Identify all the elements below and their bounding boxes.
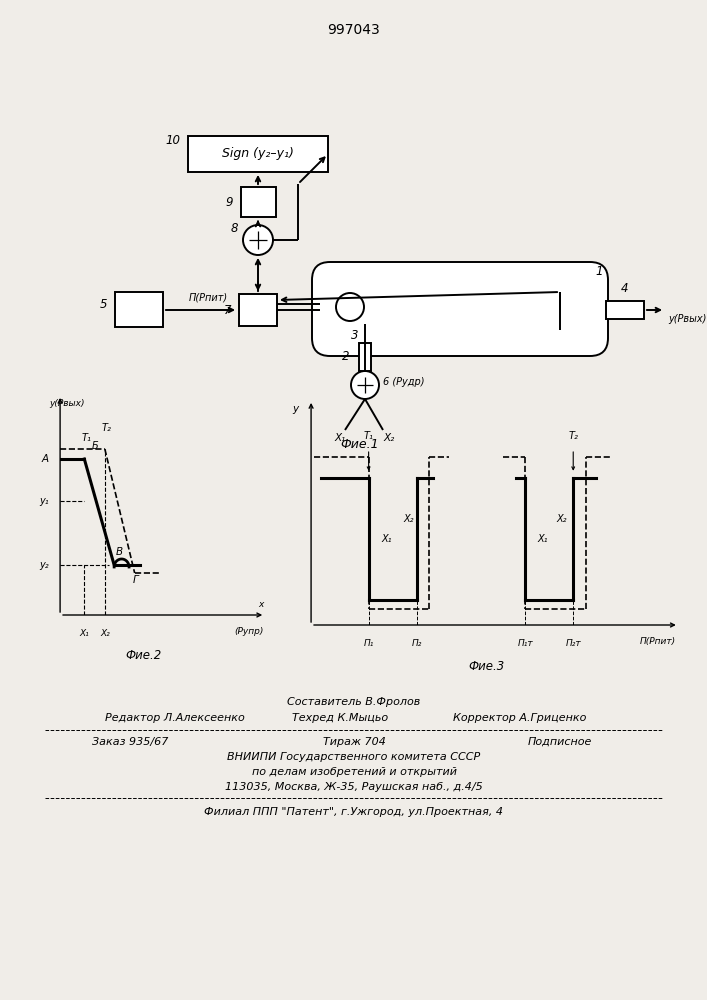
Bar [241,187,276,217]
Text: X₂: X₂ [100,629,110,638]
Text: Техред К.Мыцьо: Техред К.Мыцьо [292,713,388,723]
Text: T₂: T₂ [568,431,578,441]
FancyBboxPatch shape [312,262,608,356]
Text: 6 (Рудр): 6 (Рудр) [383,377,424,387]
Text: 1: 1 [595,265,602,278]
Text: Редактор Л.Алексеенко: Редактор Л.Алексеенко [105,713,245,723]
Text: y(Рвых): y(Рвых) [49,399,84,408]
Bar [606,301,644,319]
Text: T₁: T₁ [81,433,91,443]
Bar [188,136,328,172]
Text: A: A [42,454,49,464]
Bar [239,294,277,326]
Text: П₂ᴛ: П₂ᴛ [566,639,581,648]
Text: 113035, Москва, Ж-35, Раушская наб., д.4/5: 113035, Москва, Ж-35, Раушская наб., д.4… [225,782,483,792]
Text: 3: 3 [351,329,358,342]
Text: по делам изобретений и открытий: по делам изобретений и открытий [252,767,457,777]
Text: X₂: X₂ [383,433,395,443]
Text: Фие.3: Фие.3 [469,660,505,673]
Text: y₁: y₁ [40,496,49,506]
Text: П₂: П₂ [411,639,422,648]
Text: Фие.2: Фие.2 [126,649,162,662]
Circle shape [243,225,273,255]
Text: Тираж 704: Тираж 704 [322,737,385,747]
Text: 10: 10 [165,133,180,146]
Text: П(Рпит): П(Рпит) [639,637,675,646]
Text: Фие.1: Фие.1 [341,438,380,452]
Bar [359,343,371,371]
Text: 4: 4 [621,282,629,295]
Text: X₁: X₁ [79,629,89,638]
Text: П₁ᴛ: П₁ᴛ [518,639,533,648]
Text: T₂: T₂ [102,423,112,433]
Text: П₁: П₁ [363,639,374,648]
Text: Филиал ППП "Патент", г.Ужгород, ул.Проектная, 4: Филиал ППП "Патент", г.Ужгород, ул.Проек… [204,807,503,817]
Text: 2: 2 [341,351,349,363]
Text: Заказ 935/67: Заказ 935/67 [92,737,168,747]
Text: X₂: X₂ [403,514,414,524]
Text: y: y [292,404,298,414]
Text: y₂: y₂ [40,560,49,570]
Text: Sign (y₂–y₁): Sign (y₂–y₁) [222,147,294,160]
Circle shape [351,371,379,399]
Text: 997043: 997043 [327,23,380,37]
Text: T₁: T₁ [363,431,373,441]
Text: X₁: X₁ [381,534,392,544]
Circle shape [336,293,364,321]
Text: П(Рпит): П(Рпит) [189,292,228,302]
Text: y(Рвых): y(Рвых) [668,314,706,324]
Text: 7: 7 [223,304,231,316]
Text: Корректор А.Гриценко: Корректор А.Гриценко [453,713,587,723]
Text: 8: 8 [230,222,238,234]
Text: Γ: Γ [133,575,139,585]
Text: Подписное: Подписное [528,737,592,747]
Text: X₂: X₂ [557,514,567,524]
Text: x: x [258,600,263,609]
Text: Б: Б [92,441,99,451]
Text: ВНИИПИ Государственного комитета СССР: ВНИИПИ Государственного комитета СССР [228,752,481,762]
Text: Составитель В.Фролов: Составитель В.Фролов [287,697,421,707]
Text: X₁: X₁ [537,534,548,544]
Text: X₁: X₁ [334,433,346,443]
Text: B: B [116,547,123,557]
Text: 5: 5 [100,298,107,311]
Text: (Рупр): (Рупр) [234,627,263,636]
Text: 9: 9 [226,196,233,209]
Bar [115,292,163,327]
